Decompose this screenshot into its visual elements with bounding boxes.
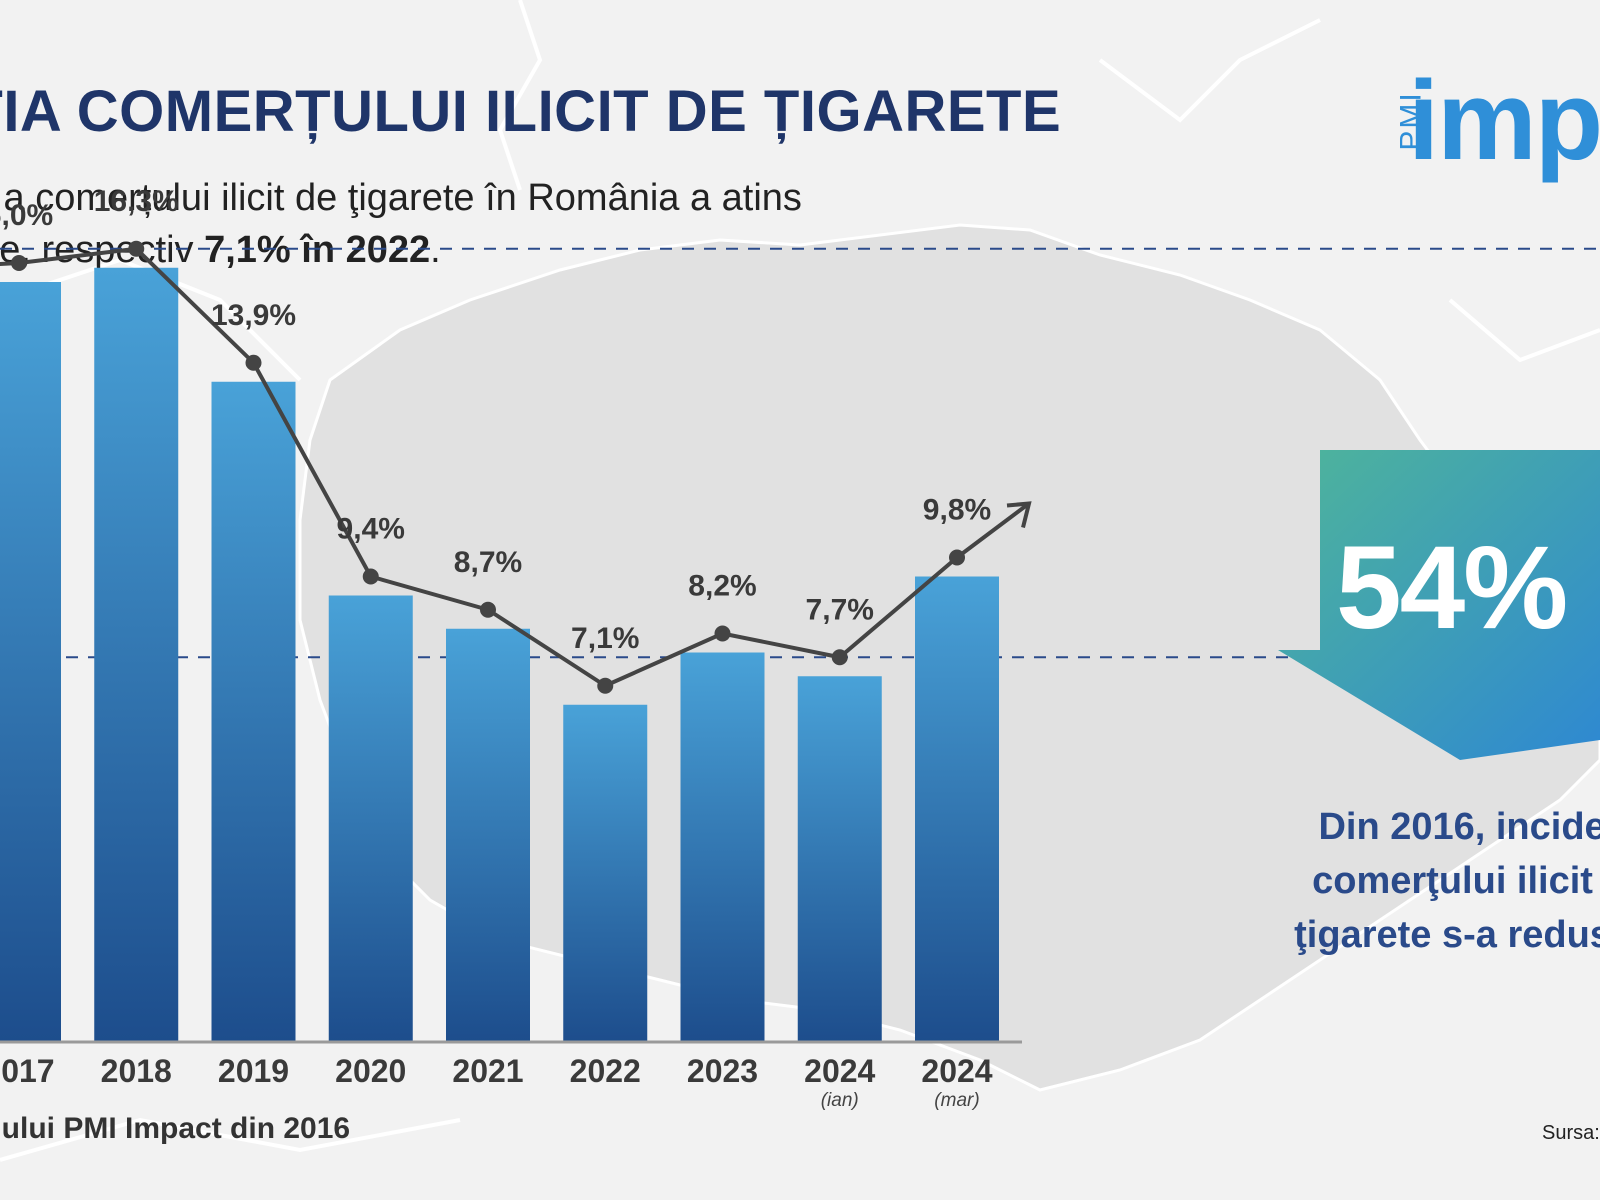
value-label: 9,4% [337, 513, 405, 546]
trend-line [0, 240, 1032, 694]
source-label: Sursa: [1542, 1122, 1600, 1144]
bar-2024-mar [915, 576, 999, 1042]
down-arrow-shape [1278, 450, 1600, 760]
x-tick-label: 2024 [921, 1053, 992, 1089]
trend-marker [714, 625, 731, 642]
pmi-impact-logo: PMI imp [1395, 56, 1600, 185]
callout-desc-line-2: comerţului ilicit cu [1312, 860, 1600, 902]
x-tick-label: 2019 [218, 1053, 289, 1089]
x-tick-label: 2023 [687, 1053, 758, 1089]
bar-2020 [328, 595, 413, 1042]
value-label: 16,3% [94, 185, 179, 218]
x-tick-label: 2018 [101, 1053, 172, 1089]
bar-2024-ian [797, 676, 882, 1042]
subtitle: nuală a comerțului ilicit de ţigarete în… [0, 172, 1040, 276]
value-label: 8,2% [688, 570, 756, 603]
callout-stat: 54% [1336, 522, 1568, 654]
bar-2021 [446, 628, 530, 1042]
value-label: 7,7% [806, 593, 874, 626]
bar-2019 [211, 381, 296, 1042]
subtitle-line-2: istorice, respectiv 7,1% în 2022. [0, 224, 1040, 276]
value-label: 8,7% [454, 546, 522, 579]
bar-2018 [94, 267, 179, 1042]
x-tick-labels: 20172018201920202021202220232024(ian)202… [0, 1053, 993, 1111]
x-tick-sublabel: (ian) [821, 1090, 859, 1111]
x-tick-label: 2022 [570, 1053, 641, 1089]
subtitle-highlight: 7,1% în 2022 [204, 229, 431, 271]
x-tick-label: 2021 [452, 1053, 523, 1089]
trend-marker [245, 354, 262, 371]
logo-impact-text: imp [1408, 58, 1600, 183]
trend-marker [831, 649, 848, 666]
callout-description: Din 2016, incident comerţului ilicit cu … [1180, 800, 1600, 962]
trend-marker [597, 677, 614, 694]
bar-2017 [0, 282, 61, 1042]
bars [0, 267, 999, 1042]
trend-marker [11, 255, 27, 271]
value-label: 9,8% [923, 494, 991, 527]
callout-desc-line-3: ţigarete s-a redus cu [1294, 914, 1600, 956]
trend-arrowhead [1006, 501, 1032, 528]
bar-2022 [563, 704, 648, 1042]
chart-caption: programului PMI Impact din 2016 [0, 1112, 351, 1145]
trend-marker [480, 601, 496, 618]
subtitle-line-1: nuală a comerțului ilicit de ţigarete în… [0, 177, 802, 219]
page-title: UȚIA COMERȚULUI ILICIT DE ȚIGARETE [0, 79, 1062, 144]
callout-desc-line-1: Din 2016, incident [1318, 806, 1600, 848]
x-tick-label: 2024 [804, 1053, 875, 1089]
value-label: 6,0% [0, 199, 53, 232]
subtitle-line-2-prefix: istorice, respectiv [0, 229, 194, 271]
trend-marker [949, 549, 965, 566]
x-tick-label: 2020 [335, 1053, 406, 1089]
trend-marker [128, 240, 145, 257]
subtitle-line-2-suffix: . [430, 229, 441, 271]
x-tick-sublabel: (mar) [934, 1090, 979, 1111]
value-labels: 6,0% 16,3% 13,9% 9,4% 8,7% 7,1% 8,2% 7,7% 9,8% [0, 185, 991, 655]
x-tick-label: 2017 [0, 1053, 55, 1089]
value-label: 13,9% [211, 299, 296, 332]
value-label: 7,1% [571, 622, 639, 655]
bar-2023 [680, 652, 765, 1042]
down-arrow-icon [1278, 450, 1600, 760]
trend-marker [362, 568, 379, 585]
